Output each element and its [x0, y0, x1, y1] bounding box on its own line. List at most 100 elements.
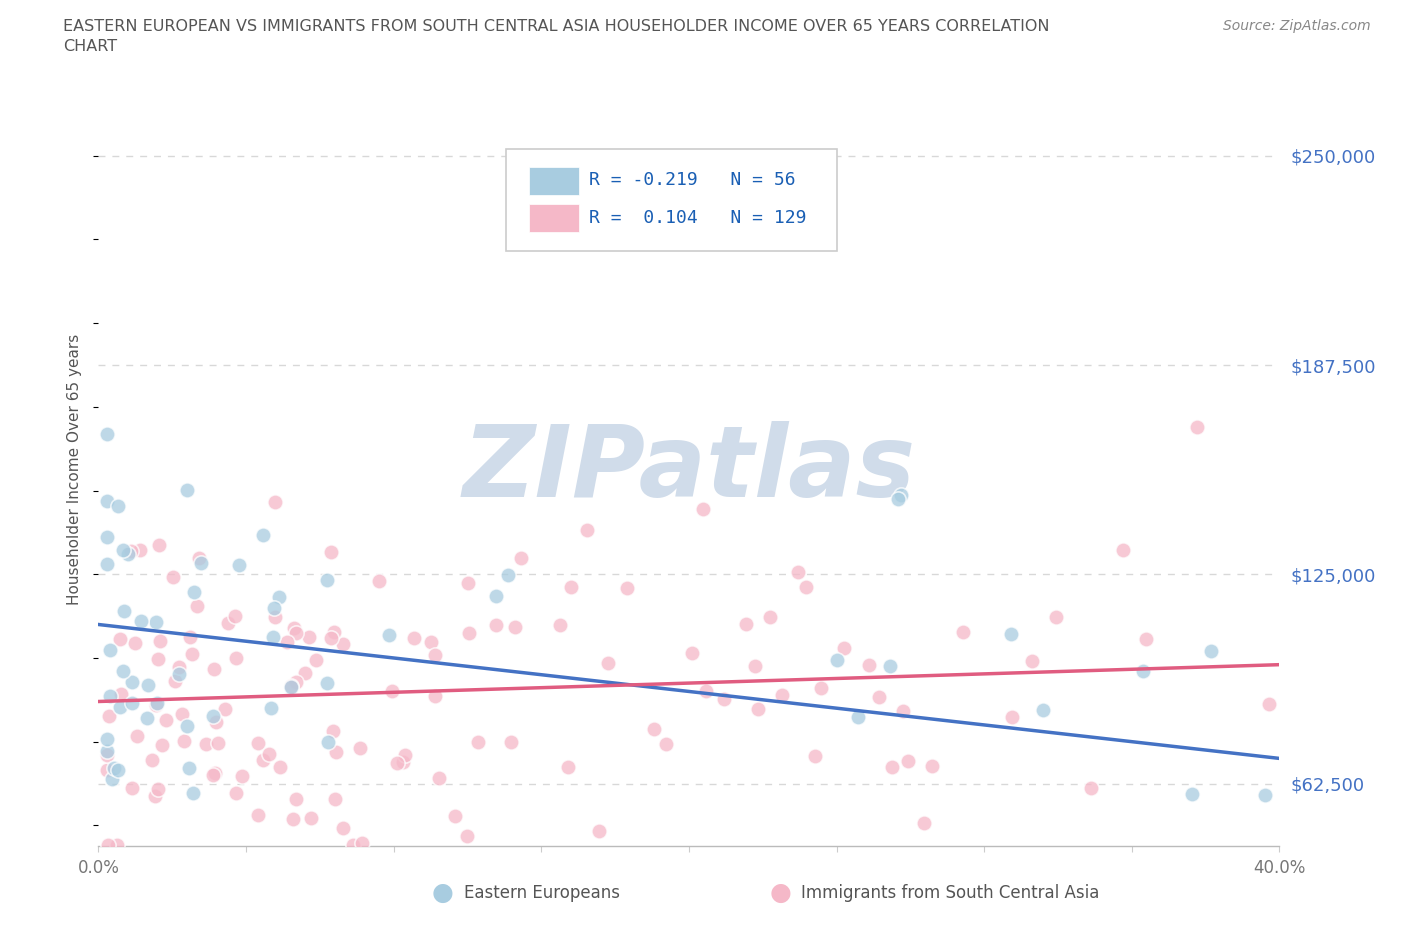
Point — [1021, 654, 1043, 669]
Point — [387, 756, 409, 771]
Point — [136, 678, 159, 693]
FancyBboxPatch shape — [506, 150, 837, 251]
Point — [796, 579, 818, 594]
Point — [120, 544, 142, 559]
Point — [467, 734, 489, 749]
Point — [283, 620, 305, 635]
Point — [643, 721, 665, 736]
Point — [457, 576, 479, 591]
Point — [97, 709, 120, 724]
Point — [893, 704, 915, 719]
Point — [135, 711, 157, 725]
Point — [260, 701, 283, 716]
Point — [1258, 697, 1281, 711]
Point — [1001, 710, 1024, 724]
Point — [425, 647, 447, 662]
Point — [170, 706, 193, 721]
Point — [148, 538, 170, 552]
Point — [921, 759, 943, 774]
Point — [423, 689, 446, 704]
Point — [897, 753, 920, 768]
Point — [332, 821, 354, 836]
Point — [96, 530, 118, 545]
Point — [124, 635, 146, 650]
Point — [1032, 702, 1054, 717]
Text: Eastern Europeans: Eastern Europeans — [464, 884, 620, 902]
Point — [267, 590, 290, 604]
Text: Source: ZipAtlas.com: Source: ZipAtlas.com — [1223, 19, 1371, 33]
Point — [167, 659, 190, 674]
Point — [202, 709, 225, 724]
Point — [263, 601, 285, 616]
Point — [202, 661, 225, 676]
Point — [181, 786, 204, 801]
Point — [96, 732, 118, 747]
Point — [107, 763, 129, 777]
Text: R = -0.219   N = 56: R = -0.219 N = 56 — [589, 171, 796, 190]
Point — [316, 572, 339, 587]
Point — [177, 761, 200, 776]
Point — [224, 609, 246, 624]
Point — [557, 759, 579, 774]
Point — [735, 617, 758, 631]
Point — [96, 494, 118, 509]
Point — [101, 771, 124, 786]
Y-axis label: Householder Income Over 65 years: Householder Income Over 65 years — [67, 334, 83, 605]
Point — [247, 808, 270, 823]
Text: Immigrants from South Central Asia: Immigrants from South Central Asia — [801, 884, 1099, 902]
Point — [485, 618, 508, 632]
Point — [97, 838, 120, 853]
Point — [713, 692, 735, 707]
Point — [304, 652, 326, 667]
Point — [770, 687, 793, 702]
Point — [264, 609, 287, 624]
Point — [121, 675, 143, 690]
Point — [121, 696, 143, 711]
Point — [228, 557, 250, 572]
Point — [217, 616, 239, 631]
Point — [316, 734, 339, 749]
Point — [143, 789, 166, 804]
Point — [190, 555, 212, 570]
Point — [276, 635, 298, 650]
Point — [207, 736, 229, 751]
Point — [176, 718, 198, 733]
Point — [695, 684, 717, 698]
Point — [285, 791, 308, 806]
Point — [505, 619, 527, 634]
Point — [96, 426, 118, 441]
Text: EASTERN EUROPEAN VS IMMIGRANTS FROM SOUTH CENTRAL ASIA HOUSEHOLDER INCOME OVER 6: EASTERN EUROPEAN VS IMMIGRANTS FROM SOUT… — [63, 19, 1050, 33]
Point — [325, 745, 347, 760]
Point — [294, 666, 316, 681]
Point — [231, 769, 253, 784]
Point — [890, 487, 912, 502]
Point — [112, 604, 135, 618]
Point — [380, 684, 402, 698]
Point — [880, 760, 903, 775]
Point — [162, 569, 184, 584]
Point — [146, 696, 169, 711]
Point — [187, 551, 209, 565]
Point — [110, 687, 132, 702]
Point — [457, 626, 479, 641]
Point — [169, 667, 191, 682]
Point — [804, 749, 827, 764]
Point — [145, 615, 167, 630]
Point — [1080, 780, 1102, 795]
Point — [1000, 627, 1022, 642]
Point — [825, 653, 848, 668]
Point — [443, 809, 465, 824]
Point — [263, 495, 285, 510]
Point — [108, 699, 131, 714]
Point — [225, 651, 247, 666]
Point — [204, 765, 226, 780]
Point — [281, 811, 304, 826]
FancyBboxPatch shape — [530, 205, 579, 232]
Point — [284, 626, 307, 641]
Point — [952, 625, 974, 640]
Point — [560, 579, 582, 594]
Point — [349, 740, 371, 755]
Point — [129, 613, 152, 628]
Point — [111, 542, 134, 557]
FancyBboxPatch shape — [530, 166, 579, 194]
